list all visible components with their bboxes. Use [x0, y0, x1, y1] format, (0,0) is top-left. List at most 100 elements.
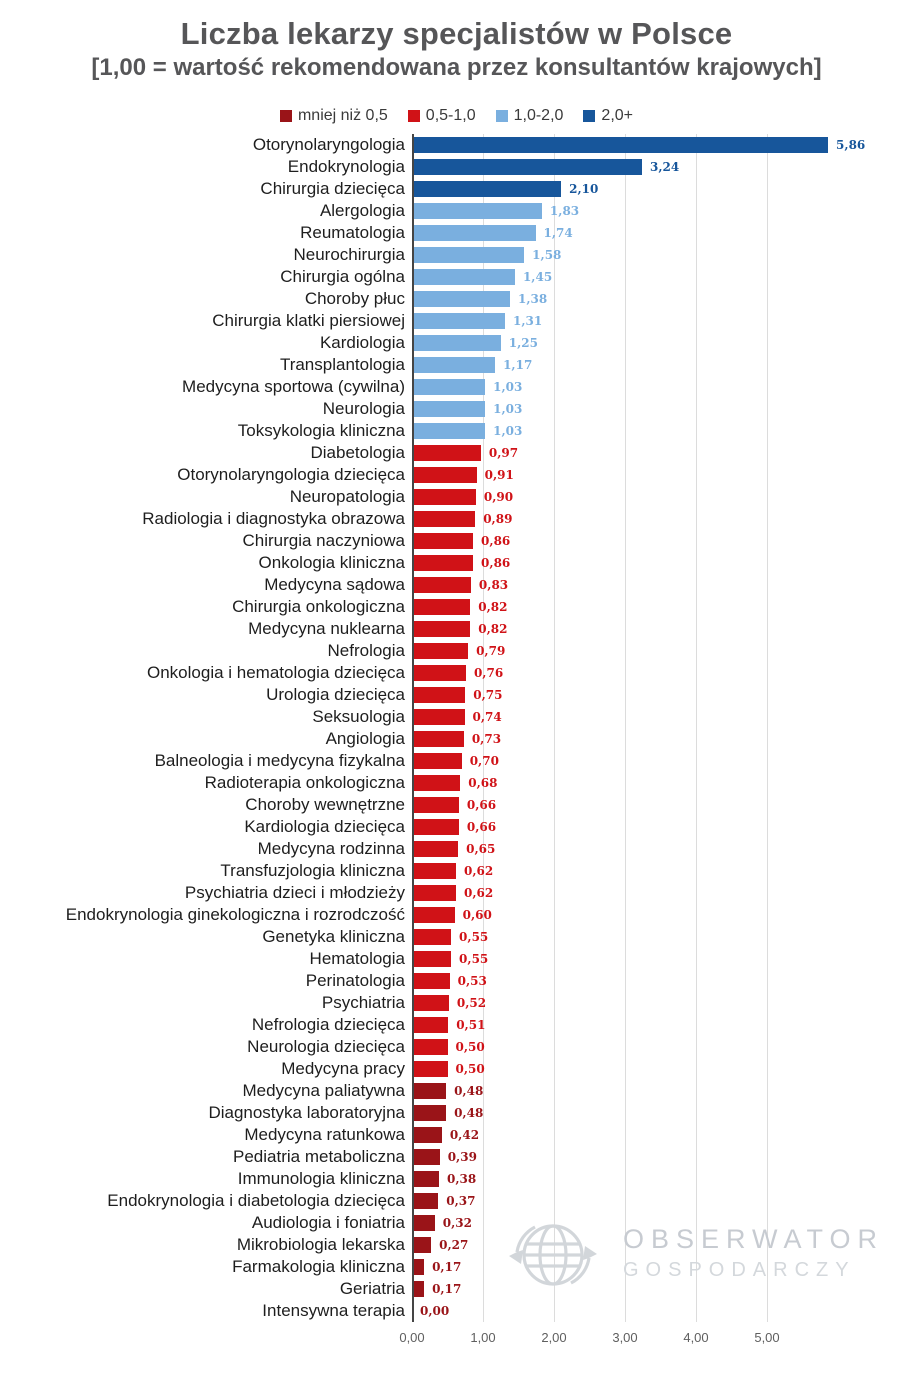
category-label: Diagnostyka laboratoryjna [208, 1103, 405, 1122]
bar [412, 1039, 448, 1055]
bar-row: Angiologia 0,73 [0, 728, 913, 750]
bar-row: Kardiologia 1,25 [0, 332, 913, 354]
bar-track: 0,48 [412, 1105, 913, 1121]
bar-value-label: 0,17 [432, 1260, 462, 1274]
legend-swatch-icon [279, 110, 292, 122]
bar-value-label: 1,74 [543, 226, 573, 240]
bar-value-label: 0,42 [449, 1128, 480, 1142]
bar-value-label: 0,27 [439, 1238, 469, 1252]
bar-value-label: 0,75 [473, 688, 503, 702]
category-label: Balneologia i medycyna fizykalna [154, 751, 405, 770]
bar-track: 1,17 [412, 357, 913, 373]
bar [412, 247, 525, 263]
bar-track: 5,86 [412, 137, 913, 153]
bar-row: Chirurgia klatki piersiowej 1,31 [0, 310, 913, 332]
bar-row: Seksuologia 0,74 [0, 706, 913, 728]
bar-row: Nefrologia 0,79 [0, 640, 913, 662]
bar-row: Intensywna terapia 0,00 [0, 1300, 913, 1322]
bar-track: 0,89 [412, 511, 913, 527]
bar-value-label: 0,48 [454, 1106, 484, 1120]
bar-track: 0,48 [412, 1083, 913, 1099]
bar [412, 995, 449, 1011]
bar-row: Transplantologia 1,17 [0, 354, 913, 376]
bar [412, 401, 486, 417]
bar [412, 335, 501, 351]
bar-track: 1,58 [412, 247, 913, 263]
bar-value-label: 0,37 [446, 1194, 476, 1208]
bar-track: 0,62 [412, 885, 913, 901]
bar [412, 797, 459, 813]
bar [412, 137, 829, 153]
bar-track: 0,50 [412, 1061, 913, 1077]
bar-track: 0,66 [412, 797, 913, 813]
category-label: Genetyka kliniczna [262, 927, 405, 946]
bar-row: Endokrynologia i diabetologia dziecięca 0… [0, 1190, 913, 1212]
x-tick-label: 4,00 [683, 1330, 709, 1345]
bar-row: Medycyna paliatywna 0,48 [0, 1080, 913, 1102]
category-label: Radiologia i diagnostyka obrazowa [142, 509, 405, 528]
bar-track: 0,76 [412, 665, 913, 681]
gridline [625, 134, 626, 1322]
bar-row: Transfuzjologia kliniczna 0,62 [0, 860, 913, 882]
x-tick-label: 3,00 [612, 1330, 638, 1345]
gridline [767, 134, 768, 1322]
category-label: Perinatologia [305, 971, 405, 990]
bar-value-label: 1,58 [532, 248, 562, 262]
legend-label: 2,0+ [601, 107, 634, 124]
category-label: Nefrologia [327, 641, 406, 660]
bar-value-label: 0,82 [478, 600, 508, 614]
bar-row: Balneologia i medycyna fizykalna 0,70 [0, 750, 913, 772]
category-label: Endokrynologia ginekologiczna i rozrodcz… [65, 905, 405, 924]
bar-row: Medycyna ratunkowa 0,42 [0, 1124, 913, 1146]
bar-track: 0,60 [412, 907, 913, 923]
category-label: Chirurgia klatki piersiowej [212, 311, 405, 330]
bar [412, 819, 459, 835]
bar [412, 731, 464, 747]
category-label: Radioterapia onkologiczna [204, 773, 405, 792]
bar-track: 1,83 [412, 203, 913, 219]
legend-item-1020: 1,0-2,0 [495, 107, 563, 125]
bar-row: Radiologia i diagnostyka obrazowa 0,89 [0, 508, 913, 530]
bar-value-label: 0,97 [488, 446, 519, 460]
bar-value-label: 1,38 [517, 292, 548, 306]
bar-row: Neurochirurgia 1,58 [0, 244, 913, 266]
bar [412, 1215, 435, 1231]
bar-value-label: 0,91 [484, 468, 514, 482]
category-label: Intensywna terapia [262, 1301, 405, 1320]
category-label: Nefrologia dziecięca [251, 1015, 405, 1034]
x-tick-label: 1,00 [470, 1330, 496, 1345]
y-axis-line [412, 134, 414, 1322]
bar-track: 0,00 [412, 1303, 913, 1319]
bar [412, 621, 471, 637]
category-label: Chirurgia naczyniowa [242, 531, 405, 550]
bar-value-label: 0,62 [464, 886, 494, 900]
legend-swatch-icon [495, 110, 508, 122]
bar [412, 577, 471, 593]
gridline [696, 134, 697, 1322]
category-label: Chirurgia dziecięca [260, 179, 405, 198]
bar-row: Neurologia dziecięca 0,50 [0, 1036, 913, 1058]
category-label: Alergologia [319, 201, 405, 220]
category-label: Onkologia kliniczna [258, 553, 405, 572]
bar-row: Onkologia kliniczna 0,86 [0, 552, 913, 574]
bar-value-label: 5,86 [836, 138, 866, 152]
category-label: Choroby płuc [304, 289, 405, 308]
bar [412, 885, 457, 901]
bar-row: Onkologia i hematologia dziecięca 0,76 [0, 662, 913, 684]
bar-track: 0,32 [412, 1215, 913, 1231]
category-label: Neurologia dziecięca [247, 1037, 405, 1056]
bar [412, 863, 457, 879]
plot-area: Otorynolaryngologia 5,86 Endokrynologia 3,2… [0, 134, 913, 1322]
bar [412, 489, 476, 505]
category-label: Urologia dziecięca [266, 685, 405, 704]
bar-value-label: 0,74 [472, 710, 502, 724]
bar-value-label: 0,70 [469, 754, 499, 768]
bar-row: Medycyna sportowa (cywilna) 1,03 [0, 376, 913, 398]
bar-track: 0,97 [412, 445, 913, 461]
bar [412, 1171, 439, 1187]
bar-row: Hematologia 0,55 [0, 948, 913, 970]
bar-track: 0,27 [412, 1237, 913, 1253]
bar-row: Otorynolaryngologia dziecięca 0,91 [0, 464, 913, 486]
bar-track: 1,03 [412, 401, 913, 417]
